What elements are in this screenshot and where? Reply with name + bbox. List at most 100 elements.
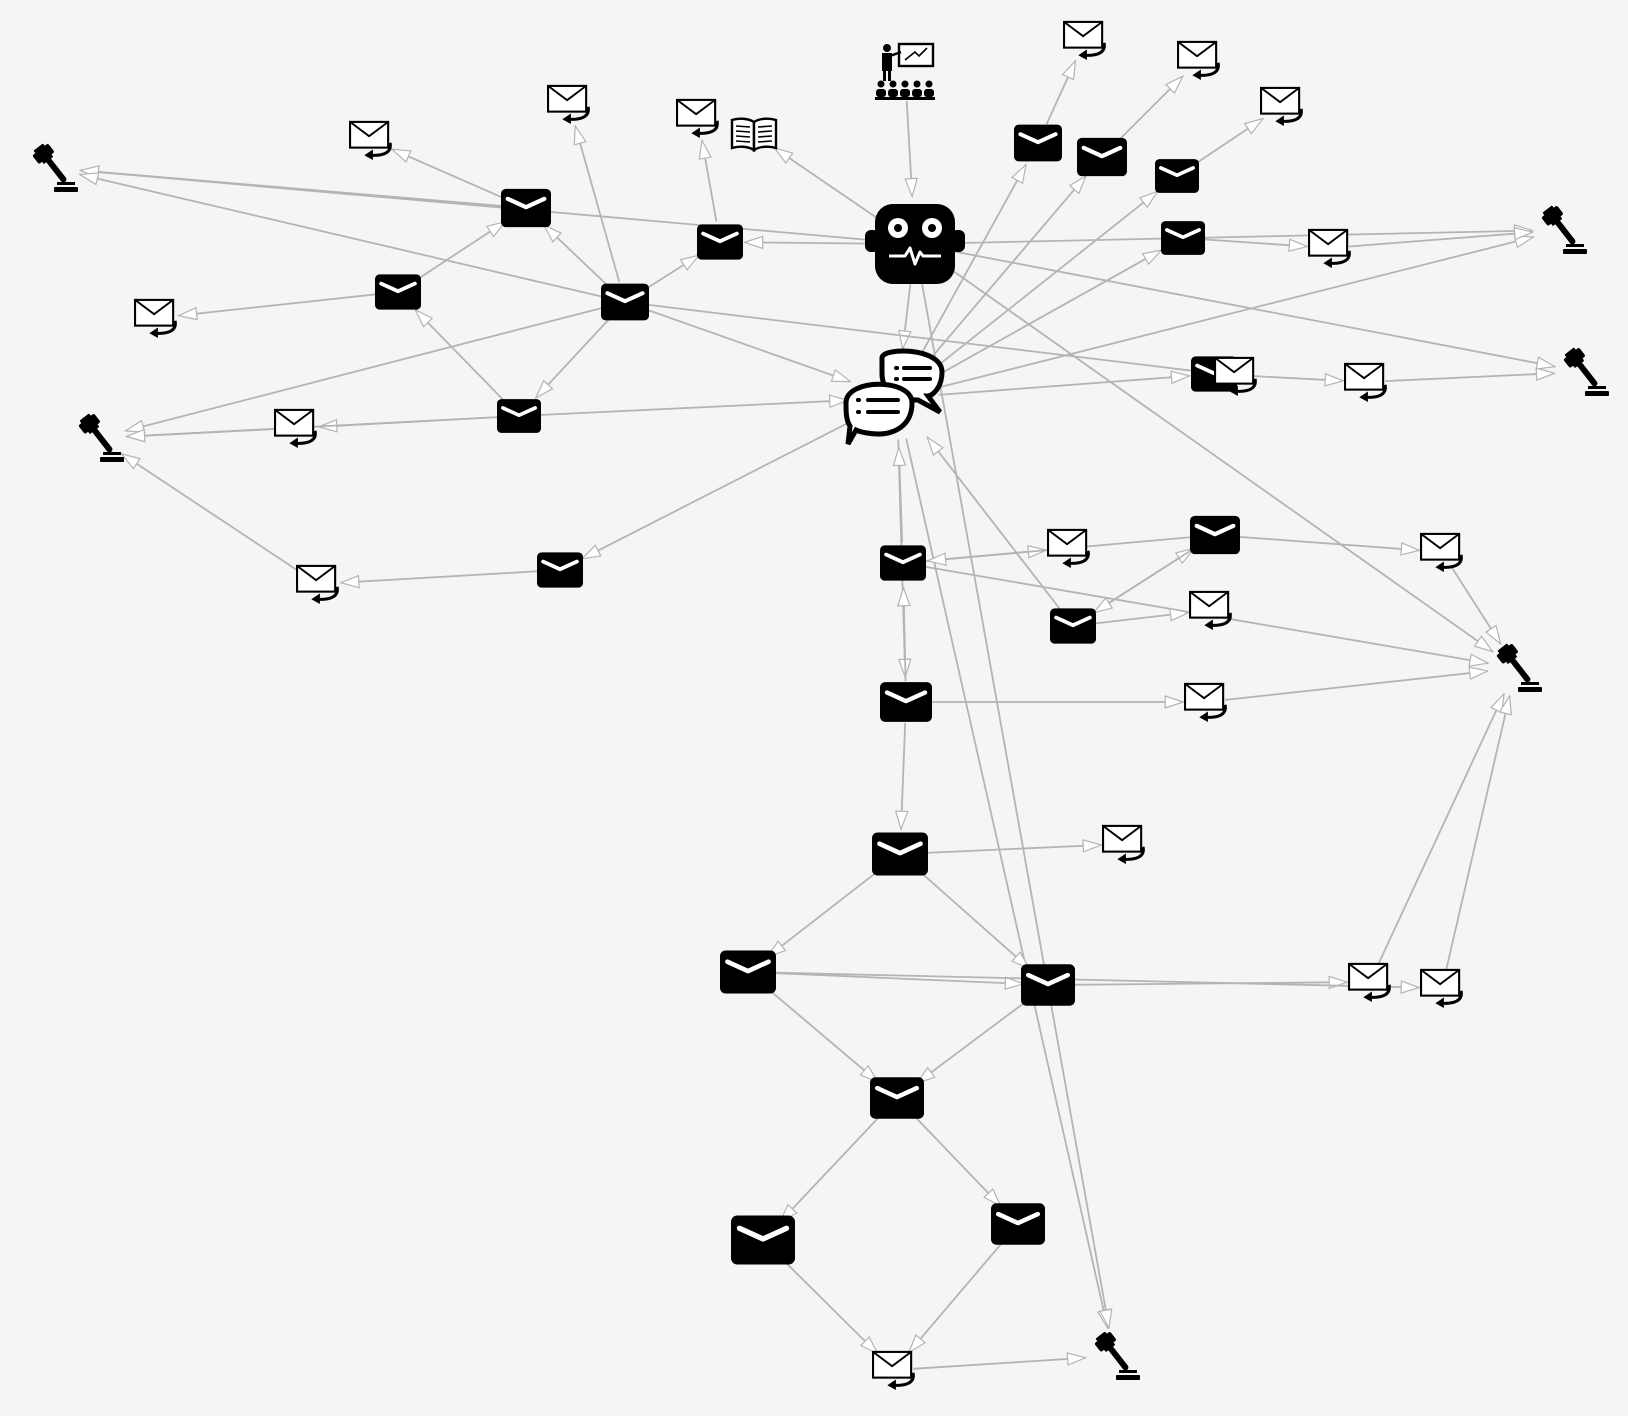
envelope-icon[interactable] [501, 189, 551, 227]
edge-m3-to-g1 [80, 175, 605, 299]
gavel-icon[interactable] [76, 410, 124, 462]
mail-reply-icon[interactable] [1307, 228, 1351, 268]
envelope-icon[interactable] [720, 951, 776, 994]
edge-m17-to-m18 [768, 972, 1024, 984]
edge-m9-to-r11 [1193, 119, 1263, 166]
edge-conv-to-m11 [938, 376, 1190, 396]
mail-reply-icon[interactable] [273, 408, 317, 448]
edge-m16-to-r7 [920, 845, 1101, 854]
edge-agent-to-g6 [921, 283, 1109, 1328]
edge-m15-to-m16 [901, 722, 905, 830]
gavel-icon[interactable] [1539, 202, 1587, 254]
edge-m10-to-r12 [1203, 239, 1308, 246]
edge-m5-to-r4 [702, 140, 718, 222]
edge-m1-to-r1 [392, 148, 508, 201]
mail-reply-icon[interactable] [1419, 968, 1463, 1008]
envelope-icon[interactable] [880, 545, 926, 581]
mail-reply-icon[interactable] [1419, 532, 1463, 572]
edge-m12-to-conv [899, 447, 902, 543]
edge-m16-to-m17 [768, 866, 885, 957]
mail-reply-icon[interactable] [546, 84, 590, 124]
mail-reply-icon[interactable] [1176, 40, 1220, 80]
edge-m16-to-m18 [915, 867, 1030, 969]
edge-r6-to-g4 [122, 454, 303, 575]
envelope-icon[interactable] [872, 833, 928, 876]
edge-conv-to-m6 [582, 416, 861, 559]
envelope-icon[interactable] [1155, 158, 1199, 194]
open-book-icon[interactable] [730, 117, 778, 152]
edge-conv-to-m7 [916, 165, 1026, 363]
mail-reply-icon[interactable] [1343, 362, 1387, 402]
envelope-icon[interactable] [1190, 516, 1240, 554]
envelope-icon[interactable] [1161, 221, 1205, 255]
edge-m3-to-g4 [126, 306, 606, 431]
edge-m15-to-m12 [904, 588, 906, 682]
edge-m3-to-r8 [645, 303, 1214, 374]
edge-r16-to-g5 [1451, 567, 1500, 644]
mail-reply-icon[interactable] [1188, 590, 1232, 630]
envelope-icon[interactable] [697, 224, 743, 260]
gavel-icon[interactable] [1092, 1328, 1140, 1380]
mail-reply-icon[interactable] [1259, 86, 1303, 126]
edge-r12-to-g2 [1349, 232, 1533, 248]
mail-reply-icon[interactable] [1101, 824, 1145, 864]
mail-reply-icon[interactable] [1062, 20, 1106, 60]
envelope-icon[interactable] [870, 1077, 924, 1118]
mail-reply-icon[interactable] [1183, 682, 1227, 722]
chat-bubbles-icon[interactable] [846, 351, 942, 444]
mail-reply-icon[interactable] [675, 98, 719, 138]
edge-m2-to-m1 [414, 222, 505, 282]
envelope-icon[interactable] [537, 552, 583, 588]
edge-m4-to-conv [539, 400, 848, 416]
edge-m6-to-r6 [341, 570, 540, 583]
edge-m3-to-m4 [536, 316, 612, 398]
envelope-icon[interactable] [497, 399, 541, 433]
edge-m14-to-r16 [1235, 535, 1420, 551]
envelope-icon[interactable] [880, 682, 932, 722]
mail-reply-icon[interactable] [871, 1350, 915, 1390]
edge-m17-to-r19 [768, 971, 1419, 988]
envelope-icon[interactable] [601, 284, 649, 321]
envelope-icon[interactable] [1050, 608, 1096, 644]
edge-m19-to-m20 [780, 1112, 884, 1222]
envelope-icon[interactable] [1014, 125, 1062, 162]
mail-reply-icon[interactable] [133, 298, 177, 338]
edge-m3-to-m1 [544, 225, 611, 289]
edge-agent-to-conv [903, 283, 911, 349]
mail-reply-icon[interactable] [1347, 962, 1391, 1002]
edge-m3-to-r3 [575, 126, 621, 283]
edge-m2-to-r2 [179, 293, 378, 315]
gavel-icon[interactable] [30, 140, 79, 192]
edge-layer [80, 61, 1555, 1370]
mail-reply-icon[interactable] [1046, 528, 1090, 568]
edge-conv-to-m8 [923, 176, 1086, 367]
mail-reply-icon[interactable] [348, 120, 392, 160]
edge-agent-to-g5 [947, 266, 1493, 651]
gavel-icon[interactable] [1561, 344, 1609, 396]
edge-m13-to-r15 [1093, 613, 1189, 625]
envelope-icon[interactable] [731, 1215, 795, 1264]
edge-agent-to-g3 [954, 250, 1555, 367]
edge-m3-to-conv [644, 308, 851, 383]
edge-r20-to-g6 [913, 1358, 1085, 1370]
edge-r18-to-g5 [1377, 694, 1505, 965]
mail-reply-icon[interactable] [295, 564, 339, 604]
edge-m21-to-r20 [909, 1239, 1006, 1353]
gavel-icon[interactable] [1494, 640, 1542, 692]
envelope-icon[interactable] [375, 274, 421, 310]
robot-icon[interactable] [865, 204, 965, 284]
envelope-icon[interactable] [991, 1203, 1045, 1244]
envelope-icon[interactable] [1021, 964, 1075, 1005]
edge-conv-to-g2 [937, 237, 1533, 389]
envelope-icon[interactable] [1077, 138, 1127, 176]
edge-train-to-agent [907, 100, 913, 197]
edge-m20-to-r20 [777, 1254, 878, 1354]
node-layer [30, 20, 1609, 1390]
presenter-icon[interactable] [875, 42, 935, 102]
edge-m7-to-r9 [1045, 61, 1077, 125]
edge-m3-to-m5 [642, 255, 700, 292]
edge-conv-to-m10 [932, 250, 1161, 379]
edge-m4-to-m2 [415, 310, 506, 402]
edge-m19-to-m21 [910, 1112, 1001, 1206]
